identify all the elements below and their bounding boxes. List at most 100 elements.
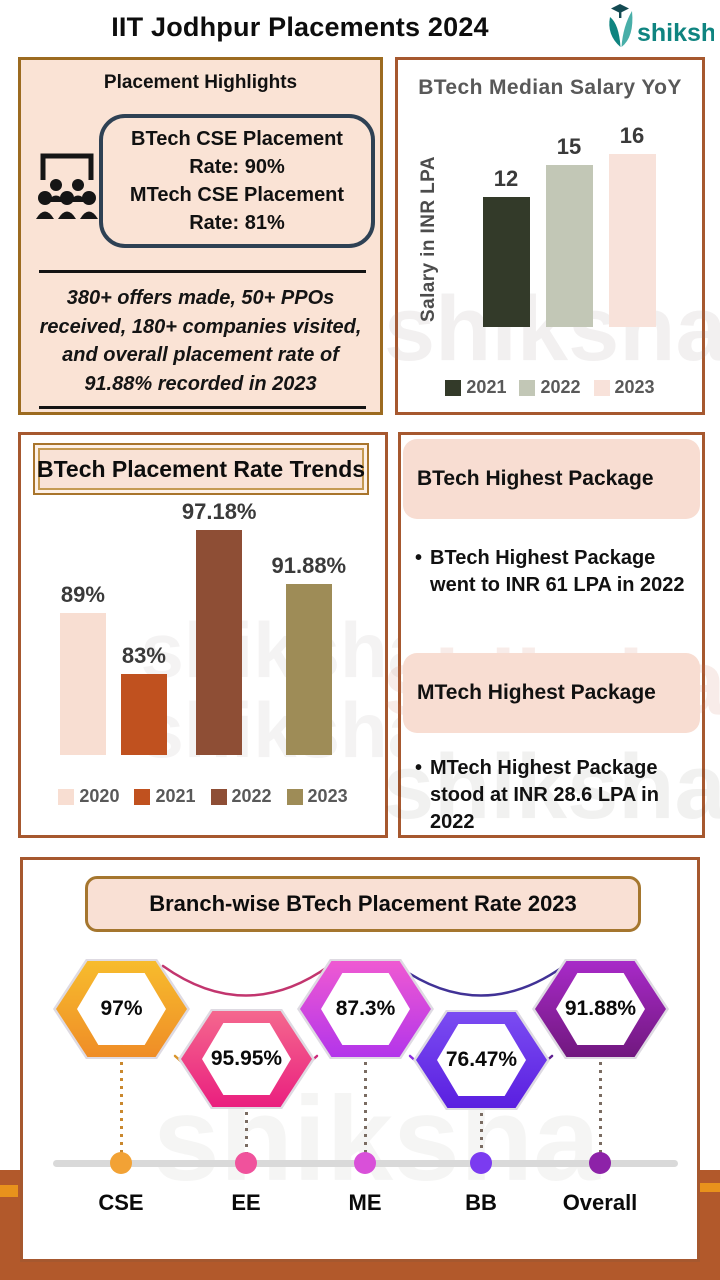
shiksha-logo: shiksha [609,4,714,47]
median-salary-panel: shiksha BTech Median Salary YoY Salary i… [384,57,720,415]
bullet-icon: • [415,547,423,569]
hexagon-inner [77,973,166,1045]
mtech-package-header: MTech Highest Package [403,653,700,733]
hex-value-label: 95.95% [210,1047,283,1070]
hexagon-ME: 87.3% [297,959,434,1059]
hex-value-label: 91.88% [564,997,637,1020]
hexagon-BB: 76.47% [413,1010,550,1110]
legend-label: 2021 [466,377,507,397]
bar-2020 [59,613,106,755]
legend-swatch [134,788,151,805]
dotted-drop-line [599,1062,602,1154]
bar-group-2022: 15 [545,134,593,327]
legend-label: 2021 [155,786,196,806]
audience-presentation-icon [36,153,98,219]
legend-item-2021: 2021 [445,377,506,398]
salary-bars: 12 15 16 [442,123,696,327]
brand-text: shiksha [637,19,714,47]
btech-cse-rate: BTech CSE Placement Rate: 90% [131,128,343,178]
legend-item-2022: 2022 [210,786,272,807]
page-title: IIT Jodhpur Placements 2024 [111,12,489,42]
legend-item-2023: 2023 [286,786,348,807]
bar-2022 [545,165,593,327]
hexagon-EE: 95.95% [178,1009,315,1109]
placement-highlights-panel: Placement Highlights BTech CSE Placement… [18,57,383,415]
axis-label-Overall: Overall [562,1190,638,1215]
legend-label: 2023 [614,377,655,397]
btech-package-header: BTech Highest Package [403,439,700,519]
divider-bottom [39,406,366,409]
hexagon-inner [202,1023,291,1095]
legend-swatch [593,379,610,396]
hex-value-label: 97% [100,997,143,1020]
bar-value-label: 16 [619,123,645,148]
bar-group-2021: 83% [120,643,167,755]
dotted-drop-line [364,1062,367,1154]
bar-2021 [120,674,167,755]
hexagon-inner [321,973,410,1045]
bar-value-label: 83% [121,643,166,668]
bar-value-label: 12 [493,166,519,191]
mtech-cse-rate: MTech CSE Placement Rate: 81% [129,184,345,234]
legend-swatch [519,379,536,396]
bar-value-label: 97.18% [181,499,257,524]
bar-value-label: 15 [556,134,582,159]
branch-chart-title: Branch-wise BTech Placement Rate 2023 [85,876,641,932]
legend-label: 2022 [231,786,272,806]
mtech-package-header-text: MTech Highest Package [417,681,656,704]
dotted-drop-line [245,1112,248,1154]
bar-group-2022: 97.18% [182,499,257,755]
bar-group-2020: 89% [59,582,106,755]
hexagon-chart: 97% CSE 95.95% EE 87.3% ME 76.47% BB 91.88% Overa… [23,860,697,1259]
bar-group-2023: 16 [608,123,656,327]
axis-label-CSE: CSE [98,1190,144,1215]
graduation-cap-icon [611,4,629,13]
salary-chart-title: BTech Median Salary YoY [418,76,682,99]
legend-swatch [210,788,227,805]
bar-group-2021: 12 [482,166,530,327]
hex-value-label: 87.3% [335,997,396,1020]
hexagon-Overall: 91.88% [532,959,669,1059]
trends-chart-title: BTech Placement Rate Trends [33,443,369,495]
footer-accent-stripe-left [0,1185,18,1197]
legend-item-2021: 2021 [134,786,196,807]
timeline-dot-ME [354,1152,376,1174]
mtech-package-bullet-text: MTech Highest Package stood at INR 28.6 … [430,757,659,833]
cse-placement-rate-box: BTech CSE Placement Rate: 90% MTech CSE … [99,114,375,248]
trends-bars: 89% 83% 97.18% 91.88% [27,499,379,755]
hexagon-inner [437,1024,526,1096]
salary-y-axis-label: Salary in INR LPA [418,156,439,322]
legend-swatch [445,379,462,396]
btech-package-bullet-text: BTech Highest Package went to INR 61 LPA… [430,547,685,596]
btech-package-bullet: • BTech Highest Package went to INR 61 L… [415,545,696,599]
timeline-dot-Overall [589,1152,611,1174]
highest-package-panel: shiksha shiksha BTech Highest Package • … [383,432,720,838]
panel-title: Placement Highlights [103,72,298,93]
trends-legend: 2020 2021 2022 2023 [21,786,385,807]
timeline-dot-BB [470,1152,492,1174]
divider-top [39,270,366,273]
bullet-icon: • [415,757,423,779]
timeline-dot-CSE [110,1152,132,1174]
dotted-drop-line [480,1113,483,1154]
bar-2023 [285,584,332,755]
legend-item-2023: 2023 [593,377,655,398]
timeline-dot-EE [235,1152,257,1174]
hexagon-CSE: 97% [53,959,190,1059]
branch-wise-panel: shiksha Branch-wise BTech Placement Rate… [20,857,700,1262]
hex-value-label: 76.47% [445,1048,518,1071]
placement-trends-panel: shiksha shiksha BTech Placement Rate Tre… [18,432,431,838]
btech-package-header-text: BTech Highest Package [417,467,654,490]
legend-item-2022: 2022 [519,377,581,398]
bar-2023 [608,154,656,327]
bar-2022 [196,530,243,755]
axis-label-ME: ME [348,1190,382,1215]
legend-item-2020: 2020 [58,786,119,807]
bar-value-label: 89% [60,582,105,607]
bar-2021 [482,197,530,327]
footer-accent-stripe-right [697,1183,720,1192]
axis-label-BB: BB [465,1190,497,1215]
bar-value-label: 91.88% [271,553,347,578]
axis-label-EE: EE [231,1190,261,1215]
